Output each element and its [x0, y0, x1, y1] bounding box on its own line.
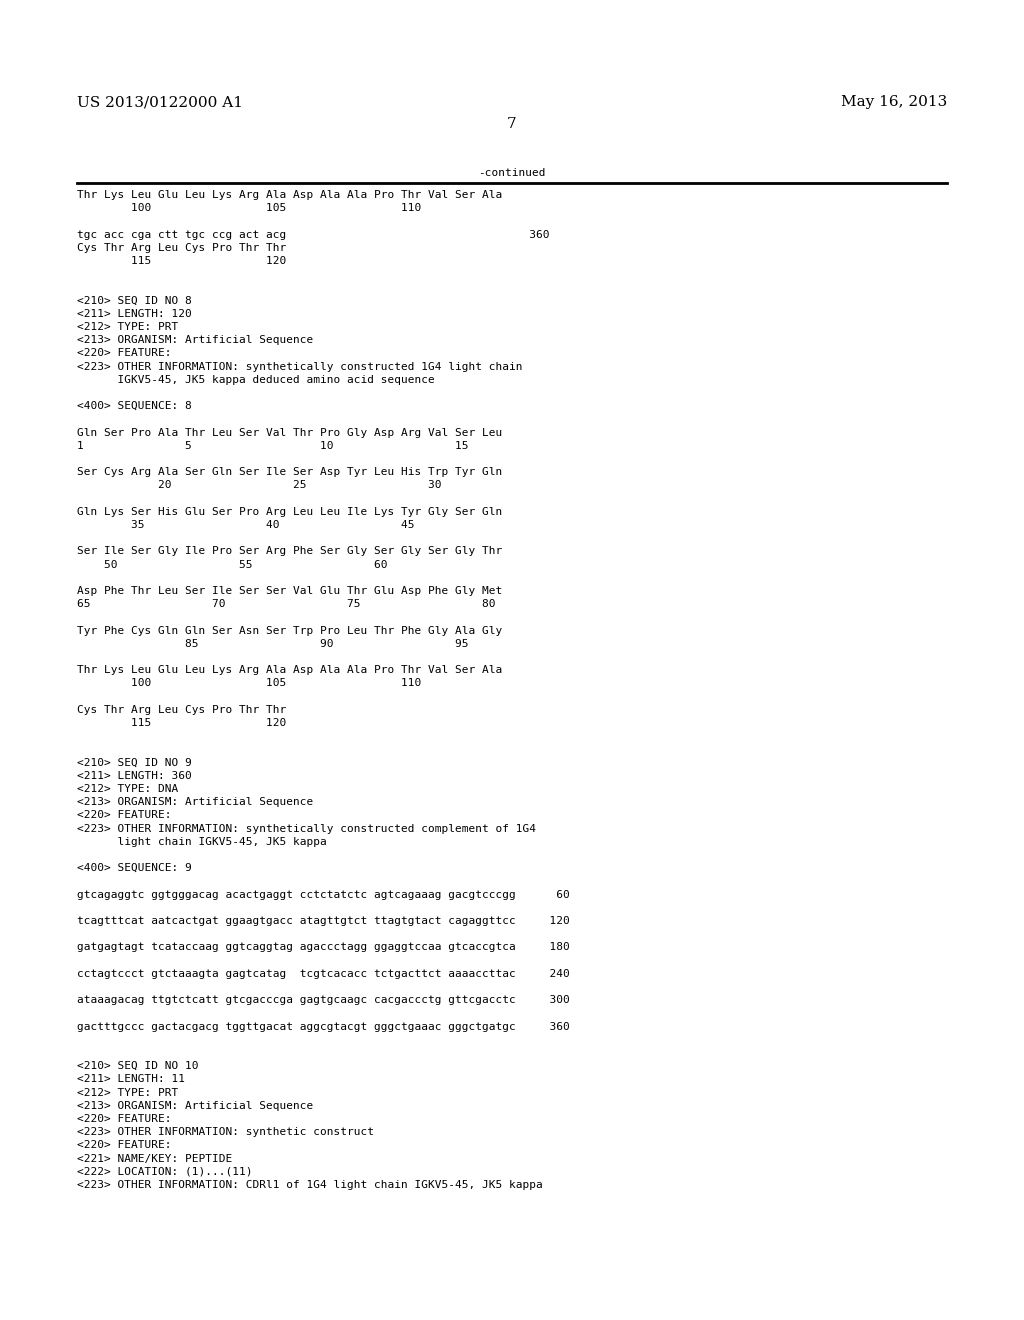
Text: <212> TYPE: PRT: <212> TYPE: PRT [77, 1088, 178, 1098]
Text: Gln Ser Pro Ala Thr Leu Ser Val Thr Pro Gly Asp Arg Val Ser Leu: Gln Ser Pro Ala Thr Leu Ser Val Thr Pro … [77, 428, 502, 438]
Text: 115                 120: 115 120 [77, 256, 287, 267]
Text: <222> LOCATION: (1)...(11): <222> LOCATION: (1)...(11) [77, 1167, 253, 1177]
Text: <210> SEQ ID NO 9: <210> SEQ ID NO 9 [77, 758, 191, 768]
Text: <211> LENGTH: 360: <211> LENGTH: 360 [77, 771, 191, 781]
Text: Thr Lys Leu Glu Leu Lys Arg Ala Asp Ala Ala Pro Thr Val Ser Ala: Thr Lys Leu Glu Leu Lys Arg Ala Asp Ala … [77, 190, 502, 201]
Text: <211> LENGTH: 11: <211> LENGTH: 11 [77, 1074, 185, 1085]
Text: <212> TYPE: DNA: <212> TYPE: DNA [77, 784, 178, 795]
Text: <223> OTHER INFORMATION: synthetic construct: <223> OTHER INFORMATION: synthetic const… [77, 1127, 374, 1138]
Text: Gln Lys Ser His Glu Ser Pro Arg Leu Leu Ile Lys Tyr Gly Ser Gln: Gln Lys Ser His Glu Ser Pro Arg Leu Leu … [77, 507, 502, 517]
Text: <400> SEQUENCE: 8: <400> SEQUENCE: 8 [77, 401, 191, 412]
Text: gactttgccc gactacgacg tggttgacat aggcgtacgt gggctgaaac gggctgatgc     360: gactttgccc gactacgacg tggttgacat aggcgta… [77, 1022, 569, 1032]
Text: <212> TYPE: PRT: <212> TYPE: PRT [77, 322, 178, 333]
Text: gtcagaggtc ggtgggacag acactgaggt cctctatctc agtcagaaag gacgtcccgg      60: gtcagaggtc ggtgggacag acactgaggt cctctat… [77, 890, 569, 900]
Text: <221> NAME/KEY: PEPTIDE: <221> NAME/KEY: PEPTIDE [77, 1154, 232, 1164]
Text: 65                  70                  75                  80: 65 70 75 80 [77, 599, 496, 610]
Text: <223> OTHER INFORMATION: synthetically constructed 1G4 light chain: <223> OTHER INFORMATION: synthetically c… [77, 362, 522, 372]
Text: cctagtccct gtctaaagta gagtcatag  tcgtcacacc tctgacttct aaaaccttac     240: cctagtccct gtctaaagta gagtcatag tcgtcaca… [77, 969, 569, 979]
Text: <213> ORGANISM: Artificial Sequence: <213> ORGANISM: Artificial Sequence [77, 797, 313, 808]
Text: <220> FEATURE:: <220> FEATURE: [77, 810, 171, 821]
Text: Cys Thr Arg Leu Cys Pro Thr Thr: Cys Thr Arg Leu Cys Pro Thr Thr [77, 705, 287, 715]
Text: 100                 105                 110: 100 105 110 [77, 678, 421, 689]
Text: <220> FEATURE:: <220> FEATURE: [77, 1114, 171, 1125]
Text: 1               5                   10                  15: 1 5 10 15 [77, 441, 469, 451]
Text: tcagtttcat aatcactgat ggaagtgacc atagttgtct ttagtgtact cagaggttcc     120: tcagtttcat aatcactgat ggaagtgacc atagttg… [77, 916, 569, 927]
Text: Cys Thr Arg Leu Cys Pro Thr Thr: Cys Thr Arg Leu Cys Pro Thr Thr [77, 243, 287, 253]
Text: May 16, 2013: May 16, 2013 [841, 95, 947, 110]
Text: <223> OTHER INFORMATION: synthetically constructed complement of 1G4: <223> OTHER INFORMATION: synthetically c… [77, 824, 536, 834]
Text: 7: 7 [507, 117, 517, 131]
Text: Thr Lys Leu Glu Leu Lys Arg Ala Asp Ala Ala Pro Thr Val Ser Ala: Thr Lys Leu Glu Leu Lys Arg Ala Asp Ala … [77, 665, 502, 676]
Text: <210> SEQ ID NO 10: <210> SEQ ID NO 10 [77, 1061, 199, 1072]
Text: <220> FEATURE:: <220> FEATURE: [77, 1140, 171, 1151]
Text: <220> FEATURE:: <220> FEATURE: [77, 348, 171, 359]
Text: <400> SEQUENCE: 9: <400> SEQUENCE: 9 [77, 863, 191, 874]
Text: ataaagacag ttgtctcatt gtcgacccga gagtgcaagc cacgaccctg gttcgacctc     300: ataaagacag ttgtctcatt gtcgacccga gagtgca… [77, 995, 569, 1006]
Text: 100                 105                 110: 100 105 110 [77, 203, 421, 214]
Text: 50                  55                  60: 50 55 60 [77, 560, 387, 570]
Text: 115                 120: 115 120 [77, 718, 287, 729]
Text: tgc acc cga ctt tgc ccg act acg                                    360: tgc acc cga ctt tgc ccg act acg 360 [77, 230, 550, 240]
Text: 35                  40                  45: 35 40 45 [77, 520, 415, 531]
Text: Asp Phe Thr Leu Ser Ile Ser Ser Val Glu Thr Glu Asp Phe Gly Met: Asp Phe Thr Leu Ser Ile Ser Ser Val Glu … [77, 586, 502, 597]
Text: <223> OTHER INFORMATION: CDRl1 of 1G4 light chain IGKV5-45, JK5 kappa: <223> OTHER INFORMATION: CDRl1 of 1G4 li… [77, 1180, 543, 1191]
Text: <213> ORGANISM: Artificial Sequence: <213> ORGANISM: Artificial Sequence [77, 1101, 313, 1111]
Text: -continued: -continued [478, 168, 546, 178]
Text: Ser Cys Arg Ala Ser Gln Ser Ile Ser Asp Tyr Leu His Trp Tyr Gln: Ser Cys Arg Ala Ser Gln Ser Ile Ser Asp … [77, 467, 502, 478]
Text: US 2013/0122000 A1: US 2013/0122000 A1 [77, 95, 243, 110]
Text: Tyr Phe Cys Gln Gln Ser Asn Ser Trp Pro Leu Thr Phe Gly Ala Gly: Tyr Phe Cys Gln Gln Ser Asn Ser Trp Pro … [77, 626, 502, 636]
Text: <210> SEQ ID NO 8: <210> SEQ ID NO 8 [77, 296, 191, 306]
Text: 85                  90                  95: 85 90 95 [77, 639, 469, 649]
Text: Ser Ile Ser Gly Ile Pro Ser Arg Phe Ser Gly Ser Gly Ser Gly Thr: Ser Ile Ser Gly Ile Pro Ser Arg Phe Ser … [77, 546, 502, 557]
Text: light chain IGKV5-45, JK5 kappa: light chain IGKV5-45, JK5 kappa [77, 837, 327, 847]
Text: gatgagtagt tcataccaag ggtcaggtag agaccctagg ggaggtccaa gtcaccgtca     180: gatgagtagt tcataccaag ggtcaggtag agaccct… [77, 942, 569, 953]
Text: <213> ORGANISM: Artificial Sequence: <213> ORGANISM: Artificial Sequence [77, 335, 313, 346]
Text: <211> LENGTH: 120: <211> LENGTH: 120 [77, 309, 191, 319]
Text: 20                  25                  30: 20 25 30 [77, 480, 441, 491]
Text: IGKV5-45, JK5 kappa deduced amino acid sequence: IGKV5-45, JK5 kappa deduced amino acid s… [77, 375, 435, 385]
